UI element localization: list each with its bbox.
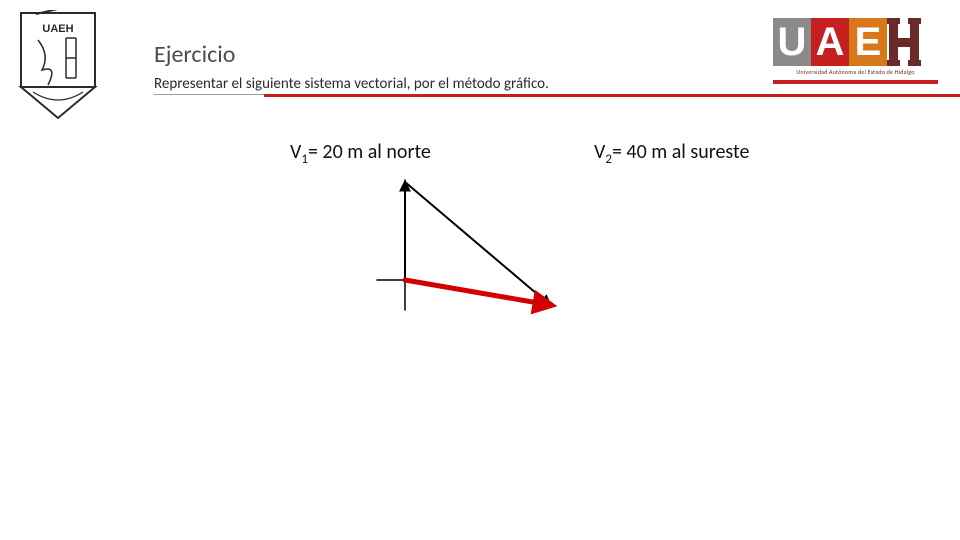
v2-rest: = 40 m al sureste	[612, 140, 750, 164]
logo-letter-e: E	[849, 18, 887, 66]
header-rule	[264, 94, 960, 97]
page-title: Ejercicio	[154, 40, 549, 69]
v1-prefix: V	[290, 140, 301, 164]
vector-label-1: V1= 20 m al norte	[290, 140, 431, 167]
page-subtitle: Representar el siguiente sistema vectori…	[154, 75, 549, 93]
logo-caption: Universidad Autónoma del Estado de Hidal…	[773, 68, 938, 76]
vector-diagram	[355, 170, 585, 330]
logo-letter-h	[887, 18, 921, 66]
logo-underline	[773, 80, 938, 84]
logo-letter-a: A	[811, 18, 849, 66]
v1-sub: 1	[301, 152, 308, 167]
university-crest: UAEH	[18, 10, 98, 120]
uaeh-logo: UAE Universidad Autónoma del Estado de H…	[773, 18, 938, 84]
logo-letter-u: U	[773, 18, 811, 66]
svg-text:UAEH: UAEH	[42, 23, 73, 35]
vector-label-2: V2= 40 m al sureste	[594, 140, 749, 167]
v2-sub: 2	[605, 152, 612, 167]
header-rule-left	[154, 94, 264, 95]
v1-rest: = 20 m al norte	[308, 140, 431, 164]
v2-prefix: V	[594, 140, 605, 164]
